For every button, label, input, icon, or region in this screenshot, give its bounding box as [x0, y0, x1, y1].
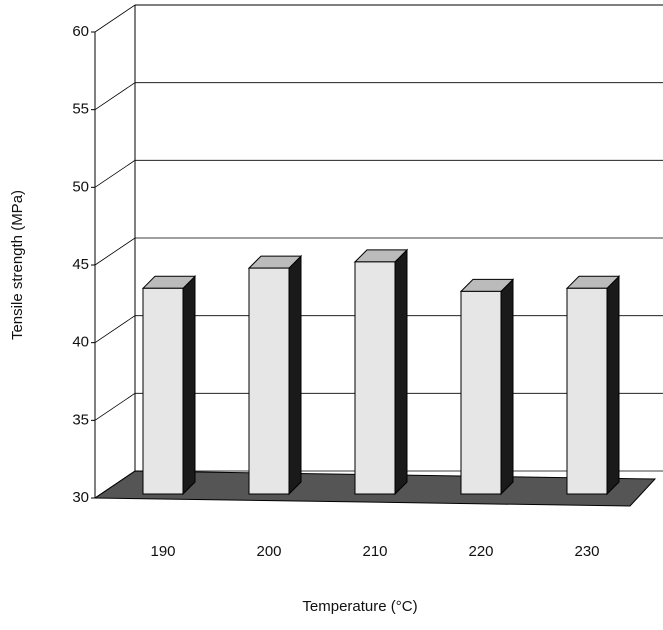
y-tick-label: 60: [72, 23, 89, 40]
bar-front: [142, 287, 184, 495]
y-tick-label: 55: [72, 101, 89, 118]
grid-line: [94, 237, 663, 266]
x-tick-label: 210: [362, 543, 387, 560]
x-tick-label: 230: [574, 543, 599, 560]
bar: [141, 275, 197, 496]
bar-side: [500, 278, 514, 496]
x-tick-label: 220: [468, 543, 493, 560]
y-tick-label: 35: [72, 411, 89, 428]
bar: [565, 275, 621, 496]
y-tick-label: 40: [72, 334, 89, 351]
y-tick-label: 50: [72, 178, 89, 195]
bar: [459, 278, 515, 496]
bar-side: [606, 275, 620, 496]
bar: [353, 248, 409, 496]
x-tick-label: 190: [150, 543, 175, 560]
bar-front: [248, 267, 290, 495]
y-axis-title: Tensile strength (MPa): [9, 190, 26, 340]
bar-front: [460, 290, 502, 495]
grid-line: [94, 159, 663, 188]
y-tick-label: 30: [72, 489, 89, 506]
x-tick-label: 200: [256, 543, 281, 560]
grid-line: [94, 82, 663, 110]
bar-side: [288, 254, 302, 496]
bar-front: [566, 287, 608, 495]
bar-front: [354, 261, 396, 495]
bar-side: [182, 275, 196, 496]
y-tick-label: 45: [72, 256, 89, 273]
grid-line: [94, 4, 663, 33]
bar-side: [394, 248, 408, 496]
bar: [247, 254, 303, 496]
x-axis-title: Temperature (°C): [302, 598, 417, 615]
